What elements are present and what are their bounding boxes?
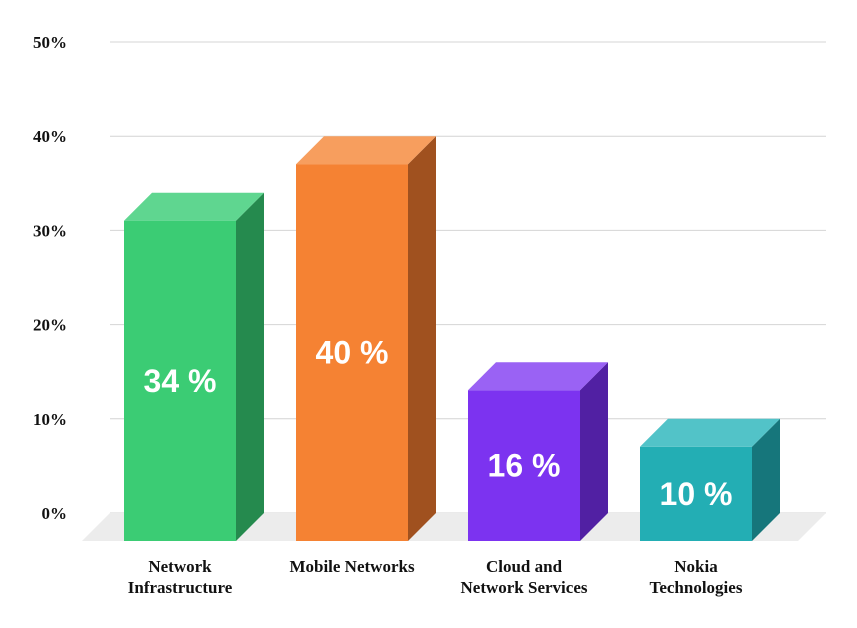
bar-side [752,418,780,541]
bar-top [468,362,608,391]
bar-top [296,136,436,165]
bar-2: 16 % [468,362,608,541]
bar-top [124,192,264,221]
bar-front [124,220,236,541]
y-tick-label: 0% [42,504,68,523]
bar-side [580,362,608,541]
data-label: 16 % [488,448,561,484]
x-tick-label: Mobile Networks [289,557,415,576]
bar-front [468,390,580,541]
data-label: 34 % [144,363,217,399]
data-label: 10 % [660,476,733,512]
x-axis-ticks: Network Infrastructure Mobile Networks Clou… [128,557,743,597]
bar-top [640,418,780,447]
bar-front [640,446,752,541]
bar-1: 40 % [296,136,436,541]
y-axis-ticks: 0% 10% 20% 30% 40% 50% [33,33,67,523]
bar-3: 10 % [640,418,780,541]
y-tick-label: 20% [33,316,67,335]
x-tick-label: Network Infrastructure [128,557,233,597]
bar-side [408,136,436,541]
y-tick-label: 30% [33,221,67,240]
bar-side [236,192,264,541]
y-tick-label: 50% [33,33,67,52]
y-tick-label: 40% [33,127,67,146]
bar-0: 34 % [124,192,264,541]
bar-front [296,164,408,541]
y-tick-label: 10% [33,410,67,429]
x-tick-label: Nokia Technologies [650,557,743,597]
x-tick-label: Cloud and Network Services [461,557,588,597]
bars: 34 % 40 % 16 % 10 % [124,136,780,541]
data-label: 40 % [316,335,389,371]
